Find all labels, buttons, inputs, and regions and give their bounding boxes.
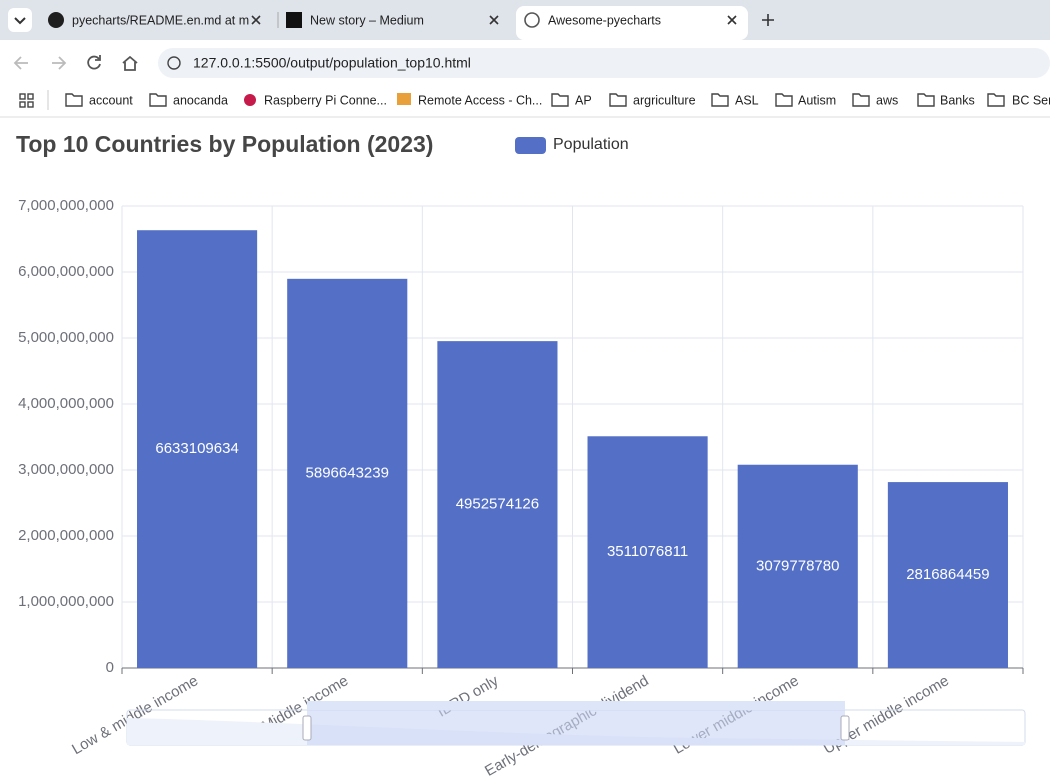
bookmarks-bar: account anocanda Raspberry Pi Conne... Remo…	[19, 90, 1050, 110]
bookmark[interactable]: aws	[876, 93, 898, 107]
folder-icon	[917, 93, 935, 107]
bookmark[interactable]: Remote Access - Ch...	[418, 93, 542, 107]
bookmark[interactable]: Autism	[798, 93, 836, 107]
value-label: 3511076811	[607, 543, 688, 560]
medium-icon	[286, 12, 302, 28]
bookmark[interactable]: AP	[575, 93, 592, 107]
bookmark[interactable]: argriculture	[633, 93, 696, 107]
tab-title[interactable]: Awesome-pyecharts	[548, 13, 661, 27]
active-tab[interactable]	[516, 6, 748, 40]
folder-icon	[149, 93, 167, 107]
value-label: 6633109634	[155, 440, 238, 457]
value-label: 5896643239	[306, 464, 389, 481]
bookmark[interactable]: ASL	[735, 93, 759, 107]
bar	[287, 278, 408, 668]
info-icon	[167, 56, 181, 70]
folder-icon	[609, 93, 627, 107]
folder-icon	[775, 93, 793, 107]
bar	[137, 230, 258, 668]
zoom-window	[307, 710, 845, 745]
close-icons	[251, 14, 774, 26]
tab-title[interactable]: pyecharts/README.en.md at m	[72, 13, 249, 27]
data-zoom[interactable]	[126, 701, 1026, 746]
bar	[437, 341, 558, 668]
zoom-handle[interactable]	[302, 715, 312, 741]
value-label: 2816864459	[906, 566, 989, 583]
y-tick-label: 1,000,000,000	[18, 593, 114, 610]
address-bar[interactable]	[158, 48, 1050, 78]
y-tick-label: 7,000,000,000	[18, 197, 114, 214]
tab-title[interactable]: New story – Medium	[310, 13, 424, 27]
y-tick-label: 5,000,000,000	[18, 329, 114, 346]
zoom-handle[interactable]	[840, 715, 850, 741]
zoom-mover	[307, 701, 845, 710]
legend-label: Population	[553, 136, 629, 153]
y-tick-label: 6,000,000,000	[18, 263, 114, 280]
chevron-icon	[14, 17, 26, 25]
folder-icon	[711, 93, 729, 107]
apps-icon[interactable]	[19, 93, 34, 108]
value-label: 4952574126	[456, 496, 539, 513]
bookmark[interactable]: Banks	[940, 93, 975, 107]
y-tick-label: 2,000,000,000	[18, 527, 114, 544]
folder-icon	[987, 93, 1005, 107]
legend-swatch	[515, 137, 546, 154]
nav-icons[interactable]	[13, 55, 138, 71]
bar	[887, 482, 1008, 668]
bookmark[interactable]: Raspberry Pi Conne...	[264, 93, 387, 107]
folder-icon	[65, 93, 83, 107]
remote-icon	[397, 93, 411, 105]
value-label: 3079778780	[756, 557, 839, 574]
bar	[737, 464, 858, 668]
folder-icon	[551, 93, 569, 107]
y-tick-label: 0	[106, 659, 114, 676]
bar	[587, 436, 708, 668]
chart: 0 1,000,000,000 2,000,000,000 3,000,000,000…	[18, 136, 1024, 776]
y-tick-label: 3,000,000,000	[18, 461, 114, 478]
bookmark[interactable]: BC Serv	[1012, 93, 1050, 107]
globe-icon	[524, 12, 540, 28]
folder-icon	[852, 93, 870, 107]
y-tick-label: 4,000,000,000	[18, 395, 114, 412]
bookmark[interactable]: account	[89, 93, 133, 107]
raspberry-icon	[244, 94, 256, 106]
bookmark[interactable]: anocanda	[173, 93, 228, 107]
github-icon	[48, 12, 64, 28]
tab-search-button[interactable]	[8, 8, 32, 32]
chart-title: Top 10 Countries by Population (2023)	[16, 131, 433, 157]
url[interactable]: 127.0.0.1:5500/output/population_top10.h…	[193, 55, 471, 71]
